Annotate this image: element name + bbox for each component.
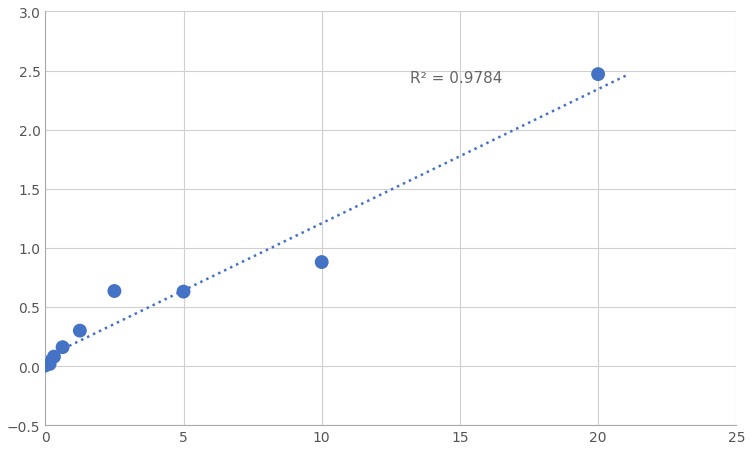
Text: R² = 0.9784: R² = 0.9784 bbox=[410, 70, 502, 86]
Point bbox=[39, 362, 51, 369]
Point bbox=[177, 288, 190, 295]
Point bbox=[48, 353, 60, 360]
Point bbox=[316, 259, 328, 266]
Point bbox=[44, 360, 56, 368]
Point bbox=[74, 327, 86, 335]
Point bbox=[56, 344, 68, 351]
Point bbox=[108, 288, 120, 295]
Point bbox=[592, 71, 604, 78]
